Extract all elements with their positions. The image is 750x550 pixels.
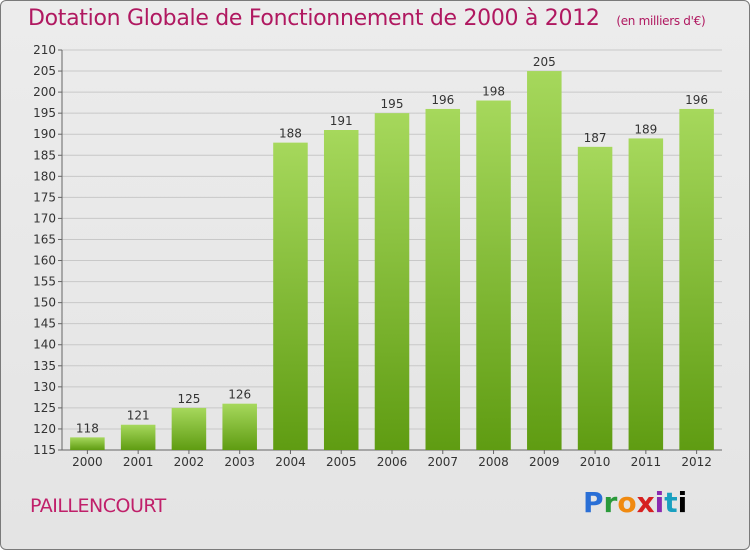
bar-2005 — [323, 130, 359, 450]
proxiti-logo: Proxiti — [583, 486, 688, 519]
x-tick-labels: 2000 2001 2002 2003 2004 2005 2006 2007 2008 2009… — [72, 455, 712, 469]
bar-2008 — [476, 100, 511, 451]
x-tick-label-2001: 2001 — [123, 455, 154, 469]
bar-2007 — [425, 108, 461, 451]
bars — [70, 71, 714, 451]
x-tick-label-2011: 2011 — [631, 455, 662, 469]
y-tick-label: 195 — [33, 106, 56, 120]
bar-2000 — [70, 437, 105, 450]
y-tick-label: 175 — [33, 190, 56, 204]
x-tick-label-2009: 2009 — [529, 455, 560, 469]
data-label-2007: 196 — [431, 93, 454, 107]
data-label-2004: 188 — [279, 127, 302, 141]
bar-2003 — [222, 403, 257, 450]
y-tick-label: 170 — [33, 211, 56, 225]
data-label-2002: 125 — [177, 392, 200, 406]
x-tick-label-2010: 2010 — [580, 455, 611, 469]
bar-2009 — [527, 71, 562, 450]
y-tick-label: 135 — [33, 359, 56, 373]
y-tick-label: 130 — [33, 380, 56, 394]
y-tick-label: 205 — [33, 64, 56, 78]
data-label-2003: 126 — [228, 388, 251, 402]
y-tick-label: 185 — [33, 148, 56, 162]
x-tick-label-2007: 2007 — [427, 455, 458, 469]
y-tick-label: 125 — [33, 401, 56, 415]
y-tick-label: 160 — [33, 254, 56, 268]
x-tick-label-2003: 2003 — [224, 455, 255, 469]
data-label-2011: 189 — [634, 122, 657, 136]
commune-name: PAILLENCOURT — [30, 495, 166, 517]
y-tick-label: 150 — [33, 296, 56, 310]
bar-2002 — [171, 407, 207, 450]
chart-title: Dotation Globale de Fonctionnement de 20… — [28, 6, 706, 31]
data-label-2005: 191 — [330, 114, 353, 128]
x-tick-label-2004: 2004 — [275, 455, 306, 469]
bar-2001 — [120, 424, 156, 450]
data-label-2001: 121 — [127, 409, 150, 423]
x-tick-label-2005: 2005 — [326, 455, 357, 469]
y-tick-label: 210 — [33, 43, 56, 57]
y-tick-label: 115 — [33, 443, 56, 457]
y-tick-labels: 115 120 125 130 135 140 145 150 155 160 165 170 175 1… — [33, 43, 56, 457]
y-tick-label: 120 — [33, 422, 56, 436]
chart-title-text: Dotation Globale de Fonctionnement de 20… — [28, 6, 600, 31]
data-label-2000: 118 — [76, 421, 99, 435]
y-tick-label: 190 — [33, 127, 56, 141]
data-label-2008: 198 — [482, 85, 505, 99]
y-tick-label: 200 — [33, 85, 56, 99]
bar-2006 — [374, 113, 410, 450]
y-tick-label: 140 — [33, 338, 56, 352]
data-label-2010: 187 — [584, 131, 607, 145]
x-tick-label-2008: 2008 — [478, 455, 509, 469]
chart-subtitle: (en milliers d'€) — [616, 14, 706, 28]
bar-2004 — [273, 142, 308, 450]
x-tick-label-2012: 2012 — [681, 455, 712, 469]
x-tick-label-2000: 2000 — [72, 455, 103, 469]
x-tick-label-2002: 2002 — [174, 455, 205, 469]
data-label-2009: 205 — [533, 55, 556, 69]
y-tick-label: 155 — [33, 275, 56, 289]
data-labels: 118 121 125 126 188 191 195 196 198 205 187 189 196 — [76, 55, 708, 435]
y-tick-label: 165 — [33, 232, 56, 246]
bar-2011 — [628, 138, 664, 450]
bar-2010 — [577, 146, 613, 450]
y-tick-label: 180 — [33, 169, 56, 183]
data-label-2012: 196 — [685, 93, 708, 107]
y-tick-label: 145 — [33, 317, 56, 331]
bar-2012 — [679, 108, 714, 451]
x-tick-label-2006: 2006 — [377, 455, 408, 469]
data-label-2006: 195 — [381, 97, 404, 111]
